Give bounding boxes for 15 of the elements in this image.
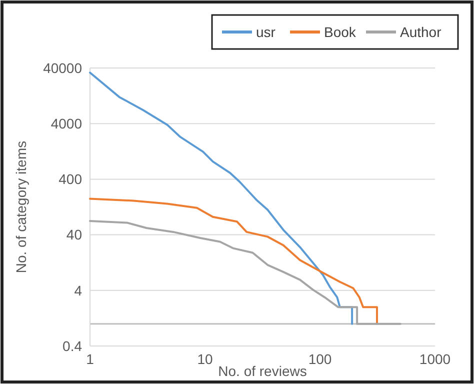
y-tick-label: 400 xyxy=(58,171,82,188)
x-tick-label: 1000 xyxy=(419,351,451,367)
x-axis-title: No. of reviews xyxy=(218,363,307,379)
legend-label: Author xyxy=(400,24,442,40)
legend-label: usr xyxy=(256,24,276,40)
y-tick-label: 4 xyxy=(74,282,82,298)
x-tick-label: 100 xyxy=(308,351,332,367)
x-tick-label: 1 xyxy=(86,351,94,367)
x-tick-label: 10 xyxy=(197,351,213,367)
legend-label: Book xyxy=(324,24,357,40)
y-axis-title: No. of category items xyxy=(13,140,29,274)
y-tick-label: 0.4 xyxy=(62,338,82,354)
y-tick-label: 4000 xyxy=(50,116,82,132)
y-tick-label: 40 xyxy=(66,226,82,243)
y-tick-label: 40000 xyxy=(43,60,82,76)
